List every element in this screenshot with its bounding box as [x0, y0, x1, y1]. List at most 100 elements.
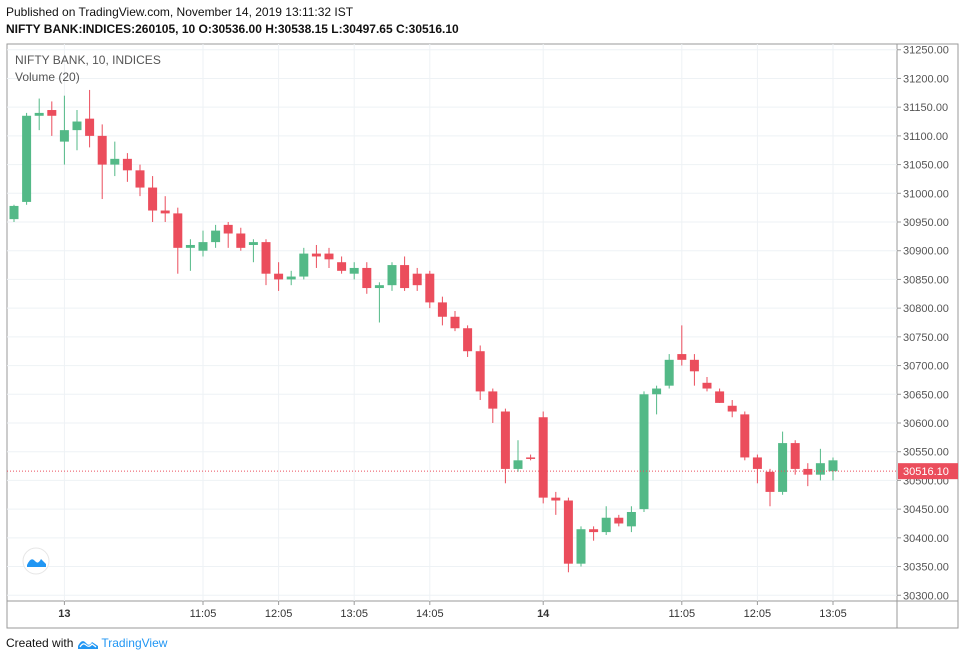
- candle-body: [563, 500, 573, 564]
- candle-body: [677, 354, 687, 360]
- volume-indicator-label: Volume (20): [15, 70, 80, 84]
- candle-body: [412, 273, 422, 286]
- ohlc-values: O:30536.00 H:30538.15 L:30497.65 C:30516…: [195, 22, 459, 36]
- candle-body: [349, 267, 359, 274]
- y-tick-label: 30300.00: [903, 590, 949, 602]
- candle-body: [110, 158, 120, 165]
- y-tick-label: 30600.00: [903, 418, 949, 430]
- y-tick-label: 30700.00: [903, 361, 949, 373]
- y-tick-label: 30400.00: [903, 533, 949, 545]
- last-price-label: 30516.10: [903, 466, 949, 478]
- candle-body: [34, 112, 44, 116]
- candle-body: [47, 110, 57, 116]
- chart-frame: [6, 43, 959, 629]
- candle-body: [22, 115, 32, 202]
- candle-body: [715, 391, 725, 403]
- y-tick-label: 31100.00: [903, 131, 948, 143]
- candle-body: [551, 497, 561, 501]
- candle-body: [689, 359, 699, 372]
- y-tick-label: 31150.00: [903, 102, 948, 114]
- chart-title: NIFTY BANK, 10, INDICES: [15, 53, 161, 67]
- created-with-label: Created with: [6, 636, 74, 650]
- x-tick-label: 13:05: [819, 608, 847, 620]
- candle-body: [513, 460, 523, 469]
- candle-body: [790, 443, 800, 469]
- candle-body: [59, 130, 69, 142]
- x-tick-label: 11:05: [190, 608, 217, 620]
- y-tick-label: 30650.00: [903, 389, 949, 401]
- candle-body: [803, 468, 813, 475]
- candle-body: [236, 233, 246, 248]
- candle-body: [463, 328, 473, 352]
- symbol-label: NIFTY BANK:INDICES:260105, 10: [6, 22, 196, 36]
- y-tick-label: 30450.00: [903, 504, 949, 516]
- candle-body: [198, 242, 208, 251]
- candle-body: [488, 391, 498, 409]
- candle-body: [211, 230, 221, 243]
- candle-body: [538, 417, 548, 498]
- last-price-badge: [898, 463, 958, 480]
- candle-body: [97, 135, 107, 165]
- candle-body: [274, 273, 284, 280]
- candle-body: [286, 276, 296, 280]
- x-tick-label: 12:05: [265, 608, 293, 620]
- y-tick-label: 31050.00: [903, 160, 949, 172]
- candle-body: [664, 359, 674, 386]
- candle-body: [500, 411, 510, 469]
- tradingview-brand-link[interactable]: TradingView: [101, 636, 168, 650]
- candle-body: [160, 210, 170, 214]
- candle-body: [425, 273, 435, 303]
- candle-body: [450, 316, 460, 329]
- candle-body: [765, 471, 775, 492]
- candle-body: [437, 302, 447, 317]
- y-tick-label: 30950.00: [903, 217, 949, 229]
- y-tick-label: 30750.00: [903, 332, 949, 344]
- y-tick-label: 30850.00: [903, 274, 949, 286]
- candle-body: [173, 213, 183, 248]
- candle-body: [122, 158, 132, 171]
- x-tick-label: 13:05: [340, 608, 368, 620]
- symbol-ohlc-line: NIFTY BANK:INDICES:260105, 10 O:30536.00…: [6, 22, 459, 36]
- candle-body: [652, 388, 662, 395]
- candle-body: [185, 244, 195, 248]
- candle-body: [387, 265, 397, 286]
- tradingview-logo-icon: [78, 641, 99, 649]
- x-tick-label: 11:05: [668, 608, 695, 620]
- candle-body: [299, 253, 309, 277]
- y-tick-label: 30350.00: [903, 562, 949, 574]
- candle-body: [727, 405, 737, 412]
- candle-body: [740, 414, 750, 458]
- candle-body: [828, 460, 838, 472]
- candle-body: [261, 242, 271, 274]
- y-tick-label: 31000.00: [903, 188, 949, 200]
- y-tick-label: 30900.00: [903, 246, 949, 258]
- candle-body: [148, 187, 158, 211]
- candle-body: [324, 253, 334, 260]
- candle-body: [9, 205, 19, 220]
- candle-body: [601, 517, 611, 533]
- y-tick-label: 31200.00: [903, 73, 949, 85]
- candle-body: [589, 529, 599, 533]
- x-tick-label: 14: [537, 608, 550, 620]
- candle-body: [752, 457, 762, 469]
- y-tick-label: 30800.00: [903, 303, 949, 315]
- candle-body: [248, 242, 258, 245]
- y-tick-label: 30550.00: [903, 447, 949, 459]
- candle-body: [362, 267, 372, 289]
- candle-body: [626, 511, 636, 527]
- candle-body: [337, 262, 347, 271]
- x-tick-label: 12:05: [744, 608, 772, 620]
- candle-body: [85, 118, 95, 136]
- candle-body: [702, 382, 712, 389]
- candle-body: [778, 443, 788, 492]
- published-info: Published on TradingView.com, November 1…: [6, 5, 354, 19]
- candle-body: [311, 253, 321, 257]
- footer: Created with TradingView: [6, 636, 167, 650]
- x-tick-label: 13: [58, 608, 70, 620]
- candle-body: [72, 121, 82, 131]
- y-tick-label: 31250.00: [903, 45, 949, 57]
- candle-body: [135, 170, 145, 188]
- candle-body: [639, 394, 649, 510]
- candle-body: [576, 529, 586, 564]
